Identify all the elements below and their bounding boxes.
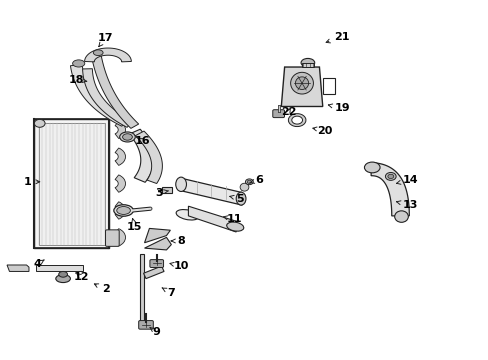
Wedge shape xyxy=(115,121,125,139)
Polygon shape xyxy=(129,129,153,182)
FancyBboxPatch shape xyxy=(105,230,119,246)
Text: 21: 21 xyxy=(325,32,349,43)
Ellipse shape xyxy=(120,132,135,142)
Text: 2: 2 xyxy=(94,284,109,294)
Ellipse shape xyxy=(122,134,132,140)
Ellipse shape xyxy=(34,120,45,127)
Bar xyxy=(34,119,109,248)
Ellipse shape xyxy=(385,172,395,180)
Wedge shape xyxy=(115,175,125,192)
Polygon shape xyxy=(70,65,128,126)
FancyBboxPatch shape xyxy=(150,260,163,267)
Bar xyxy=(140,253,143,325)
Ellipse shape xyxy=(176,210,198,220)
Ellipse shape xyxy=(175,177,186,192)
Polygon shape xyxy=(82,69,132,127)
Text: 6: 6 xyxy=(249,175,263,185)
Ellipse shape xyxy=(295,77,308,90)
Polygon shape xyxy=(7,265,29,271)
FancyBboxPatch shape xyxy=(272,110,284,118)
Bar xyxy=(39,123,104,244)
Ellipse shape xyxy=(245,179,253,185)
Ellipse shape xyxy=(387,174,393,179)
Bar xyxy=(322,78,334,94)
Text: 22: 22 xyxy=(280,107,296,117)
Text: 8: 8 xyxy=(171,236,184,246)
Text: 19: 19 xyxy=(327,103,349,113)
Ellipse shape xyxy=(114,205,133,216)
FancyBboxPatch shape xyxy=(139,320,153,329)
Bar xyxy=(161,187,172,193)
Text: 5: 5 xyxy=(229,194,243,204)
Text: 17: 17 xyxy=(98,33,113,46)
Polygon shape xyxy=(143,266,163,279)
Text: 18: 18 xyxy=(68,75,87,85)
Wedge shape xyxy=(115,229,125,246)
Wedge shape xyxy=(115,202,125,219)
Polygon shape xyxy=(370,163,408,216)
Text: 14: 14 xyxy=(396,175,417,185)
Text: 4: 4 xyxy=(33,259,44,269)
Polygon shape xyxy=(84,48,131,62)
Ellipse shape xyxy=(73,60,84,67)
Ellipse shape xyxy=(246,180,251,183)
Polygon shape xyxy=(91,52,139,129)
Ellipse shape xyxy=(56,275,70,283)
Ellipse shape xyxy=(226,222,244,231)
Wedge shape xyxy=(115,148,125,165)
Text: 20: 20 xyxy=(312,126,332,135)
Ellipse shape xyxy=(236,192,245,205)
Text: 3: 3 xyxy=(155,188,168,198)
Ellipse shape xyxy=(117,207,130,215)
Polygon shape xyxy=(181,178,242,205)
Text: 16: 16 xyxy=(134,136,150,145)
Polygon shape xyxy=(144,237,171,250)
Text: 12: 12 xyxy=(73,272,89,282)
Text: 15: 15 xyxy=(127,219,142,231)
Ellipse shape xyxy=(240,183,248,191)
Text: 11: 11 xyxy=(223,215,242,224)
Text: 9: 9 xyxy=(150,327,161,337)
Ellipse shape xyxy=(394,211,407,222)
Ellipse shape xyxy=(301,58,314,67)
Ellipse shape xyxy=(290,72,313,94)
Polygon shape xyxy=(281,67,322,107)
Text: 13: 13 xyxy=(396,200,417,210)
Bar xyxy=(36,265,82,271)
Text: 7: 7 xyxy=(162,288,175,298)
Text: 1: 1 xyxy=(23,177,40,187)
Ellipse shape xyxy=(364,162,379,173)
Polygon shape xyxy=(135,131,162,184)
Ellipse shape xyxy=(59,271,67,277)
Text: 10: 10 xyxy=(170,261,188,271)
Bar xyxy=(302,63,313,67)
Polygon shape xyxy=(188,206,236,232)
Ellipse shape xyxy=(93,50,103,55)
Polygon shape xyxy=(144,228,170,243)
